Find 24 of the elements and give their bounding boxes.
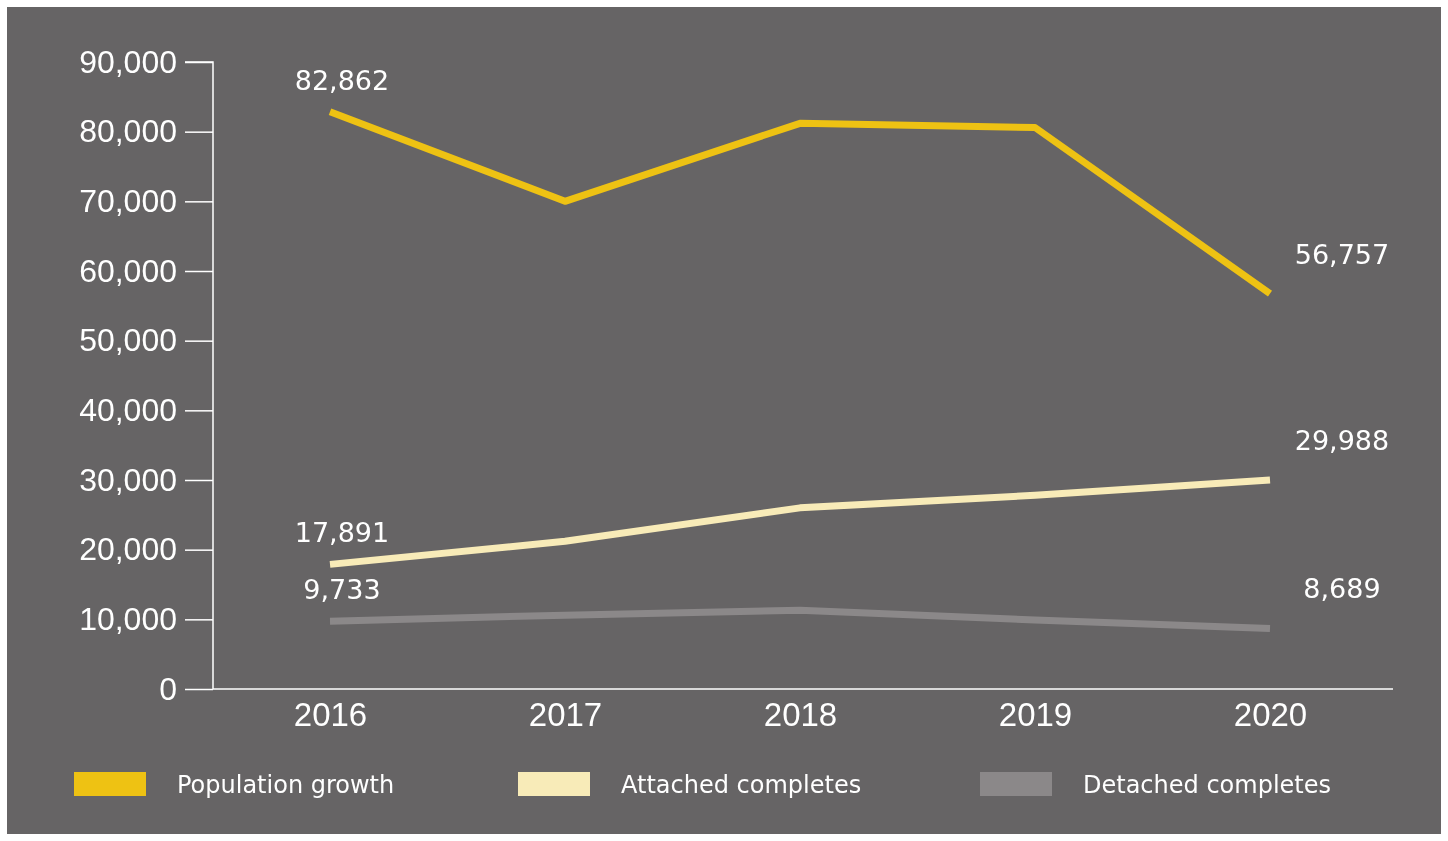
data-label: 8,689 [1303,573,1381,605]
y-tick-label: 80,000 [79,113,177,150]
y-tick-label: 60,000 [79,252,177,289]
y-tick-label: 90,000 [79,43,177,80]
x-tick-label: 2017 [528,696,603,734]
x-tick-label: 2019 [998,696,1073,734]
data-label: 29,988 [1294,425,1390,457]
y-tick-label: 40,000 [79,392,177,429]
legend-label: Population growth [177,771,395,799]
data-label: 82,862 [294,64,390,96]
x-tick-label: 2016 [293,696,368,734]
data-label: 9,733 [303,574,381,606]
data-label: 17,891 [294,517,390,549]
x-tick-label: 2018 [763,696,838,734]
y-tick-label: 20,000 [79,531,177,568]
y-tick-label: 70,000 [79,183,177,220]
legend-label: Attached completes [621,771,862,799]
y-tick-label: 10,000 [79,601,177,638]
y-tick-label: 0 [159,670,177,707]
legend-label: Detached completes [1083,771,1332,799]
y-tick-label: 50,000 [79,322,177,359]
x-tick-label: 2020 [1233,696,1308,734]
data-label: 56,757 [1294,238,1390,270]
y-tick-label: 30,000 [79,461,177,498]
